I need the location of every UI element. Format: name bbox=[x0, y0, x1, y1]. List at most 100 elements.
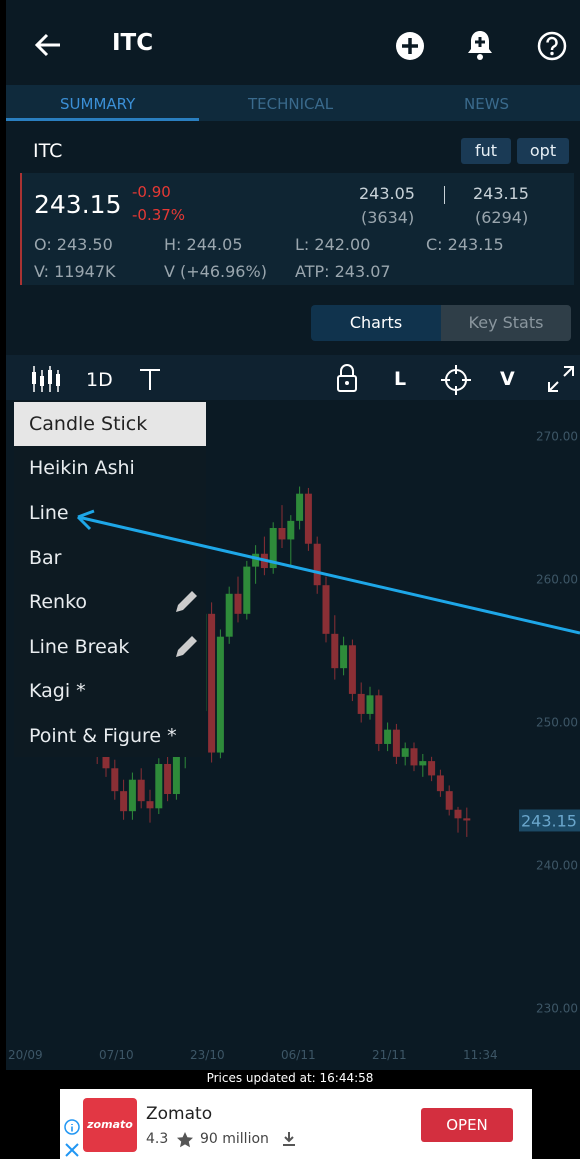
last-price: 243.15 bbox=[34, 190, 122, 219]
tab-indicator bbox=[6, 118, 199, 121]
x-tick-label: 06/11 bbox=[281, 1048, 316, 1062]
candle-body bbox=[357, 693, 365, 714]
change-pct: -0.37% bbox=[132, 206, 186, 224]
add-button[interactable] bbox=[394, 30, 426, 62]
ad-name: Zomato bbox=[146, 1104, 213, 1124]
star-icon bbox=[177, 1132, 193, 1148]
candle-body bbox=[410, 748, 418, 766]
candle-body bbox=[296, 493, 304, 521]
ad-downloads: 90 million bbox=[200, 1131, 269, 1147]
low: L: 242.00 bbox=[295, 235, 371, 254]
last-price-label: 243.15 bbox=[521, 811, 577, 830]
l-button[interactable]: L bbox=[394, 368, 407, 390]
candle-body bbox=[252, 553, 260, 567]
interval-button[interactable]: 1D bbox=[86, 369, 113, 391]
volume: V: 11947K bbox=[34, 262, 116, 281]
candle-body bbox=[102, 756, 110, 769]
candle-body bbox=[401, 748, 409, 757]
download-icon bbox=[283, 1132, 295, 1146]
candle-body bbox=[384, 729, 392, 744]
bid-qty: (3634) bbox=[361, 208, 415, 227]
tab-bar bbox=[6, 85, 580, 121]
candle-body bbox=[146, 801, 154, 809]
menu-item[interactable]: Line Break bbox=[29, 636, 130, 658]
candle-body bbox=[216, 636, 224, 753]
menu-item[interactable]: Bar bbox=[29, 547, 62, 569]
expand-button[interactable] bbox=[546, 364, 576, 394]
menu-item[interactable]: Heikin Ashi bbox=[29, 457, 135, 479]
crosshair-button[interactable] bbox=[440, 364, 472, 396]
charts-toggle[interactable]: Charts bbox=[311, 305, 441, 341]
menu-item[interactable]: Renko bbox=[29, 591, 88, 613]
alert-button[interactable] bbox=[464, 28, 496, 62]
close: C: 243.15 bbox=[426, 235, 504, 254]
ask: 243.15 bbox=[473, 184, 529, 203]
candle-body bbox=[322, 585, 330, 634]
menu-item[interactable]: Point & Figure * bbox=[29, 725, 177, 747]
x-tick-label: 20/09 bbox=[8, 1048, 43, 1062]
annotation-arrow bbox=[76, 509, 580, 635]
candle-body bbox=[111, 768, 119, 792]
candle-body bbox=[454, 809, 462, 819]
fut-button[interactable]: fut bbox=[461, 138, 511, 164]
edit-icon[interactable] bbox=[172, 631, 202, 661]
candle-body bbox=[340, 645, 348, 669]
candle-body bbox=[243, 566, 251, 614]
candle-body bbox=[287, 520, 295, 540]
toolbar bbox=[6, 355, 580, 400]
opt-button[interactable]: opt bbox=[517, 138, 569, 164]
symbol: ITC bbox=[33, 140, 63, 162]
updated-time: Prices updated at: 16:44:58 bbox=[206, 1071, 374, 1085]
chart-type-button[interactable] bbox=[30, 364, 64, 394]
candle-body bbox=[348, 645, 356, 694]
x-tick-label: 21/11 bbox=[372, 1048, 407, 1062]
menu-item[interactable]: Line bbox=[29, 502, 69, 524]
y-tick-label: 250.00 bbox=[536, 716, 578, 730]
page-title: ITC bbox=[112, 30, 154, 56]
candle-body bbox=[155, 763, 163, 809]
candle-body bbox=[331, 633, 339, 669]
candle-body bbox=[225, 593, 233, 637]
candle-body bbox=[278, 528, 286, 540]
ask-qty: (6294) bbox=[475, 208, 529, 227]
x-tick-label: 23/10 bbox=[190, 1048, 225, 1062]
candle-body bbox=[375, 695, 383, 744]
bid: 243.05 bbox=[359, 184, 415, 203]
v-button[interactable]: V bbox=[500, 368, 515, 390]
lock-button[interactable] bbox=[335, 362, 359, 394]
app: ITC SUMMARY TECHNICAL NEWS ITC fut opt 2… bbox=[6, 0, 580, 1070]
candle-body bbox=[269, 528, 277, 569]
tab[interactable]: SUMMARY bbox=[60, 95, 136, 113]
candle-body bbox=[419, 761, 427, 766]
high: H: 244.05 bbox=[164, 235, 243, 254]
back-button[interactable] bbox=[34, 32, 62, 58]
candle-body bbox=[392, 729, 400, 757]
x-tick-label: 11:34 bbox=[463, 1048, 498, 1062]
help-button[interactable] bbox=[536, 30, 568, 62]
atp: ATP: 243.07 bbox=[295, 262, 391, 281]
y-tick-label: 240.00 bbox=[536, 859, 578, 873]
ad-info[interactable] bbox=[63, 1118, 81, 1158]
text-tool[interactable] bbox=[138, 367, 162, 391]
menu-item[interactable]: Kagi * bbox=[29, 680, 86, 702]
last-price-marker bbox=[519, 809, 580, 832]
quote-panel bbox=[20, 173, 574, 285]
menu-item[interactable]: Candle Stick bbox=[14, 402, 206, 446]
chart-type-menu bbox=[14, 401, 206, 757]
candle-body bbox=[164, 763, 172, 795]
tab[interactable]: TECHNICAL bbox=[248, 95, 334, 113]
candle-body bbox=[234, 593, 242, 614]
edit-icon[interactable] bbox=[172, 586, 202, 616]
candle-body bbox=[304, 493, 312, 544]
key-stats-toggle[interactable]: Key Stats bbox=[441, 305, 571, 341]
y-tick-label: 270.00 bbox=[536, 429, 578, 443]
x-axis: 20/09 07/10 23/10 06/11 21/11 11:34 bbox=[6, 1048, 580, 1068]
ad-open-button[interactable]: OPEN bbox=[421, 1108, 513, 1142]
change: -0.90 bbox=[132, 183, 171, 201]
candle-body bbox=[137, 779, 145, 802]
candle-body bbox=[313, 543, 321, 586]
ad-rating: 4.3 bbox=[146, 1131, 169, 1147]
candle-body bbox=[128, 779, 136, 812]
tab[interactable]: NEWS bbox=[464, 95, 510, 113]
